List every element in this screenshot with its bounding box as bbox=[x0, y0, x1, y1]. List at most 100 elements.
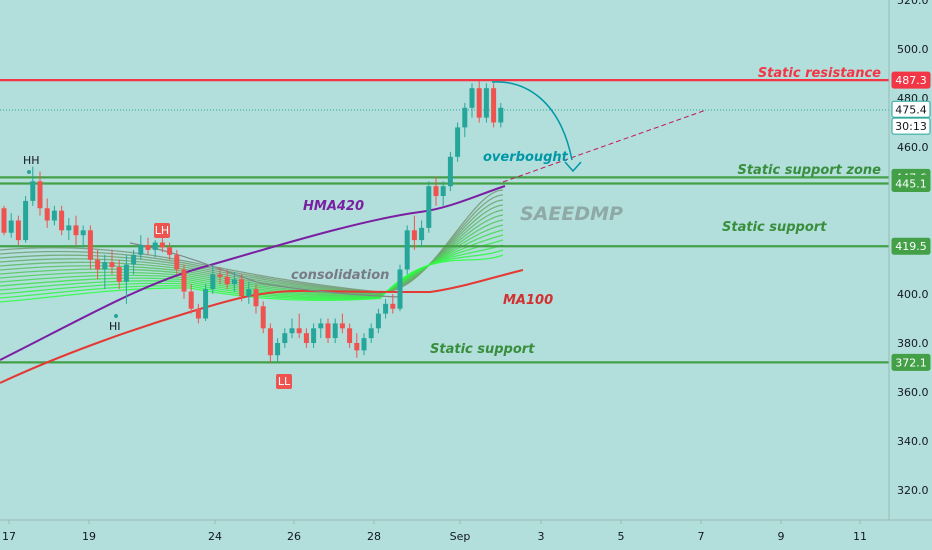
time-axis-ticks: 17 19 24 26 28 Sep 3 5 7 9 11 bbox=[2, 520, 867, 543]
candle-body bbox=[498, 107, 504, 123]
time-tick-label: 11 bbox=[853, 530, 867, 543]
candle-body bbox=[195, 308, 201, 319]
pivot-hi: HI bbox=[109, 320, 121, 333]
candle-body bbox=[491, 88, 497, 123]
level-label-static-support-lower: Static support bbox=[430, 342, 535, 357]
candle-body bbox=[15, 220, 21, 241]
candle-body bbox=[311, 328, 317, 343]
time-tick-label: 9 bbox=[778, 530, 785, 543]
candle-body bbox=[253, 289, 259, 307]
candle-body bbox=[145, 245, 151, 250]
annotation-consolidation: consolidation bbox=[291, 268, 389, 283]
ribbon-line bbox=[0, 219, 504, 296]
price-tick-label: 320.0 bbox=[897, 484, 929, 497]
candle-body bbox=[95, 259, 101, 270]
level-label-static-support-upper: Static support bbox=[722, 220, 827, 235]
candle-body bbox=[289, 328, 295, 334]
candle-body bbox=[419, 227, 425, 241]
candle-body bbox=[275, 343, 281, 356]
time-tick-label: 5 bbox=[618, 530, 625, 543]
candle-body bbox=[469, 88, 475, 108]
candle-body bbox=[411, 230, 417, 241]
pivot-lh-badge bbox=[154, 223, 170, 238]
pivot-hh: HH bbox=[23, 154, 40, 167]
candle-body bbox=[440, 186, 446, 196]
level-label-static-support-zone: Static support zone bbox=[737, 163, 881, 178]
candle-body bbox=[210, 274, 216, 290]
level-label-static-resistance: Static resistance bbox=[758, 66, 881, 81]
candle-body bbox=[203, 289, 209, 319]
pivot-ll: LL bbox=[278, 375, 291, 388]
ribbon-line bbox=[0, 189, 504, 293]
candle-body bbox=[368, 328, 374, 339]
candle-body bbox=[109, 262, 115, 268]
price-badge bbox=[891, 117, 931, 135]
price-badge-label: 372.1 bbox=[895, 356, 927, 369]
price-badge-label: 419.5 bbox=[895, 240, 927, 253]
candle-body bbox=[59, 210, 65, 231]
candle-body bbox=[303, 333, 309, 343]
projection-arrowhead bbox=[564, 161, 582, 173]
candle-body bbox=[159, 242, 165, 248]
price-tick-label: 380.0 bbox=[897, 337, 929, 350]
candle-body bbox=[30, 181, 36, 201]
candle-body bbox=[296, 328, 302, 334]
candle-body bbox=[231, 279, 237, 285]
candle-body bbox=[188, 291, 194, 309]
candle-body bbox=[462, 107, 468, 128]
candle-body bbox=[282, 333, 288, 343]
price-tick-label: 340.0 bbox=[897, 435, 929, 448]
time-tick-label: 17 bbox=[2, 530, 16, 543]
candle-body bbox=[217, 274, 223, 277]
candle-body bbox=[23, 200, 29, 241]
candle-body bbox=[152, 242, 158, 250]
pivot-ll-badge bbox=[276, 374, 292, 389]
candle-body bbox=[66, 225, 72, 231]
candle-body bbox=[8, 220, 14, 233]
annotation-overbought: overbought bbox=[483, 150, 569, 165]
candle-body bbox=[426, 186, 432, 228]
candle-body bbox=[87, 230, 93, 260]
time-tick-label: 28 bbox=[367, 530, 381, 543]
candle-body bbox=[239, 279, 245, 297]
candle-body bbox=[51, 210, 57, 221]
candle-body bbox=[44, 208, 50, 221]
candle-body bbox=[390, 303, 396, 309]
ma100-line bbox=[0, 269, 524, 384]
candle-body bbox=[174, 254, 180, 270]
price-badge-label: 30:13 bbox=[895, 120, 927, 133]
ribbon-line bbox=[0, 234, 504, 298]
price-badge bbox=[891, 175, 931, 193]
time-tick-label: 7 bbox=[698, 530, 705, 543]
candle-body bbox=[80, 230, 86, 236]
candle-body bbox=[246, 289, 252, 297]
ribbon-line bbox=[0, 249, 504, 300]
time-tick-label: 19 bbox=[82, 530, 96, 543]
candle-body bbox=[397, 269, 403, 309]
watermark: SAEEDMP bbox=[520, 203, 623, 225]
price-tick-label: 500.0 bbox=[897, 43, 929, 56]
candle-body bbox=[37, 181, 43, 209]
ribbon-line bbox=[0, 224, 504, 297]
candle-body bbox=[123, 264, 129, 282]
candle-body bbox=[455, 127, 461, 157]
candle-body bbox=[131, 254, 137, 265]
hma420-line bbox=[0, 185, 506, 361]
candle-body bbox=[224, 276, 230, 285]
ribbon-line bbox=[0, 209, 504, 295]
consolidation-ma-line bbox=[129, 242, 401, 298]
candles bbox=[1, 80, 504, 363]
pivot-hi-marker bbox=[114, 314, 118, 318]
price-badge bbox=[891, 71, 931, 89]
annotation-hma420: HMA420 bbox=[303, 199, 364, 214]
projection-line bbox=[502, 109, 707, 183]
candle-body bbox=[447, 156, 453, 187]
time-tick-label: Sep bbox=[450, 530, 471, 543]
price-tick-label: 520.0 bbox=[897, 0, 929, 7]
ribbon-line bbox=[0, 239, 504, 298]
candle-body bbox=[361, 338, 367, 351]
price-badge-label: 445.1 bbox=[895, 178, 927, 191]
pivot-lh: LH bbox=[155, 224, 169, 237]
candle-body bbox=[404, 230, 410, 270]
